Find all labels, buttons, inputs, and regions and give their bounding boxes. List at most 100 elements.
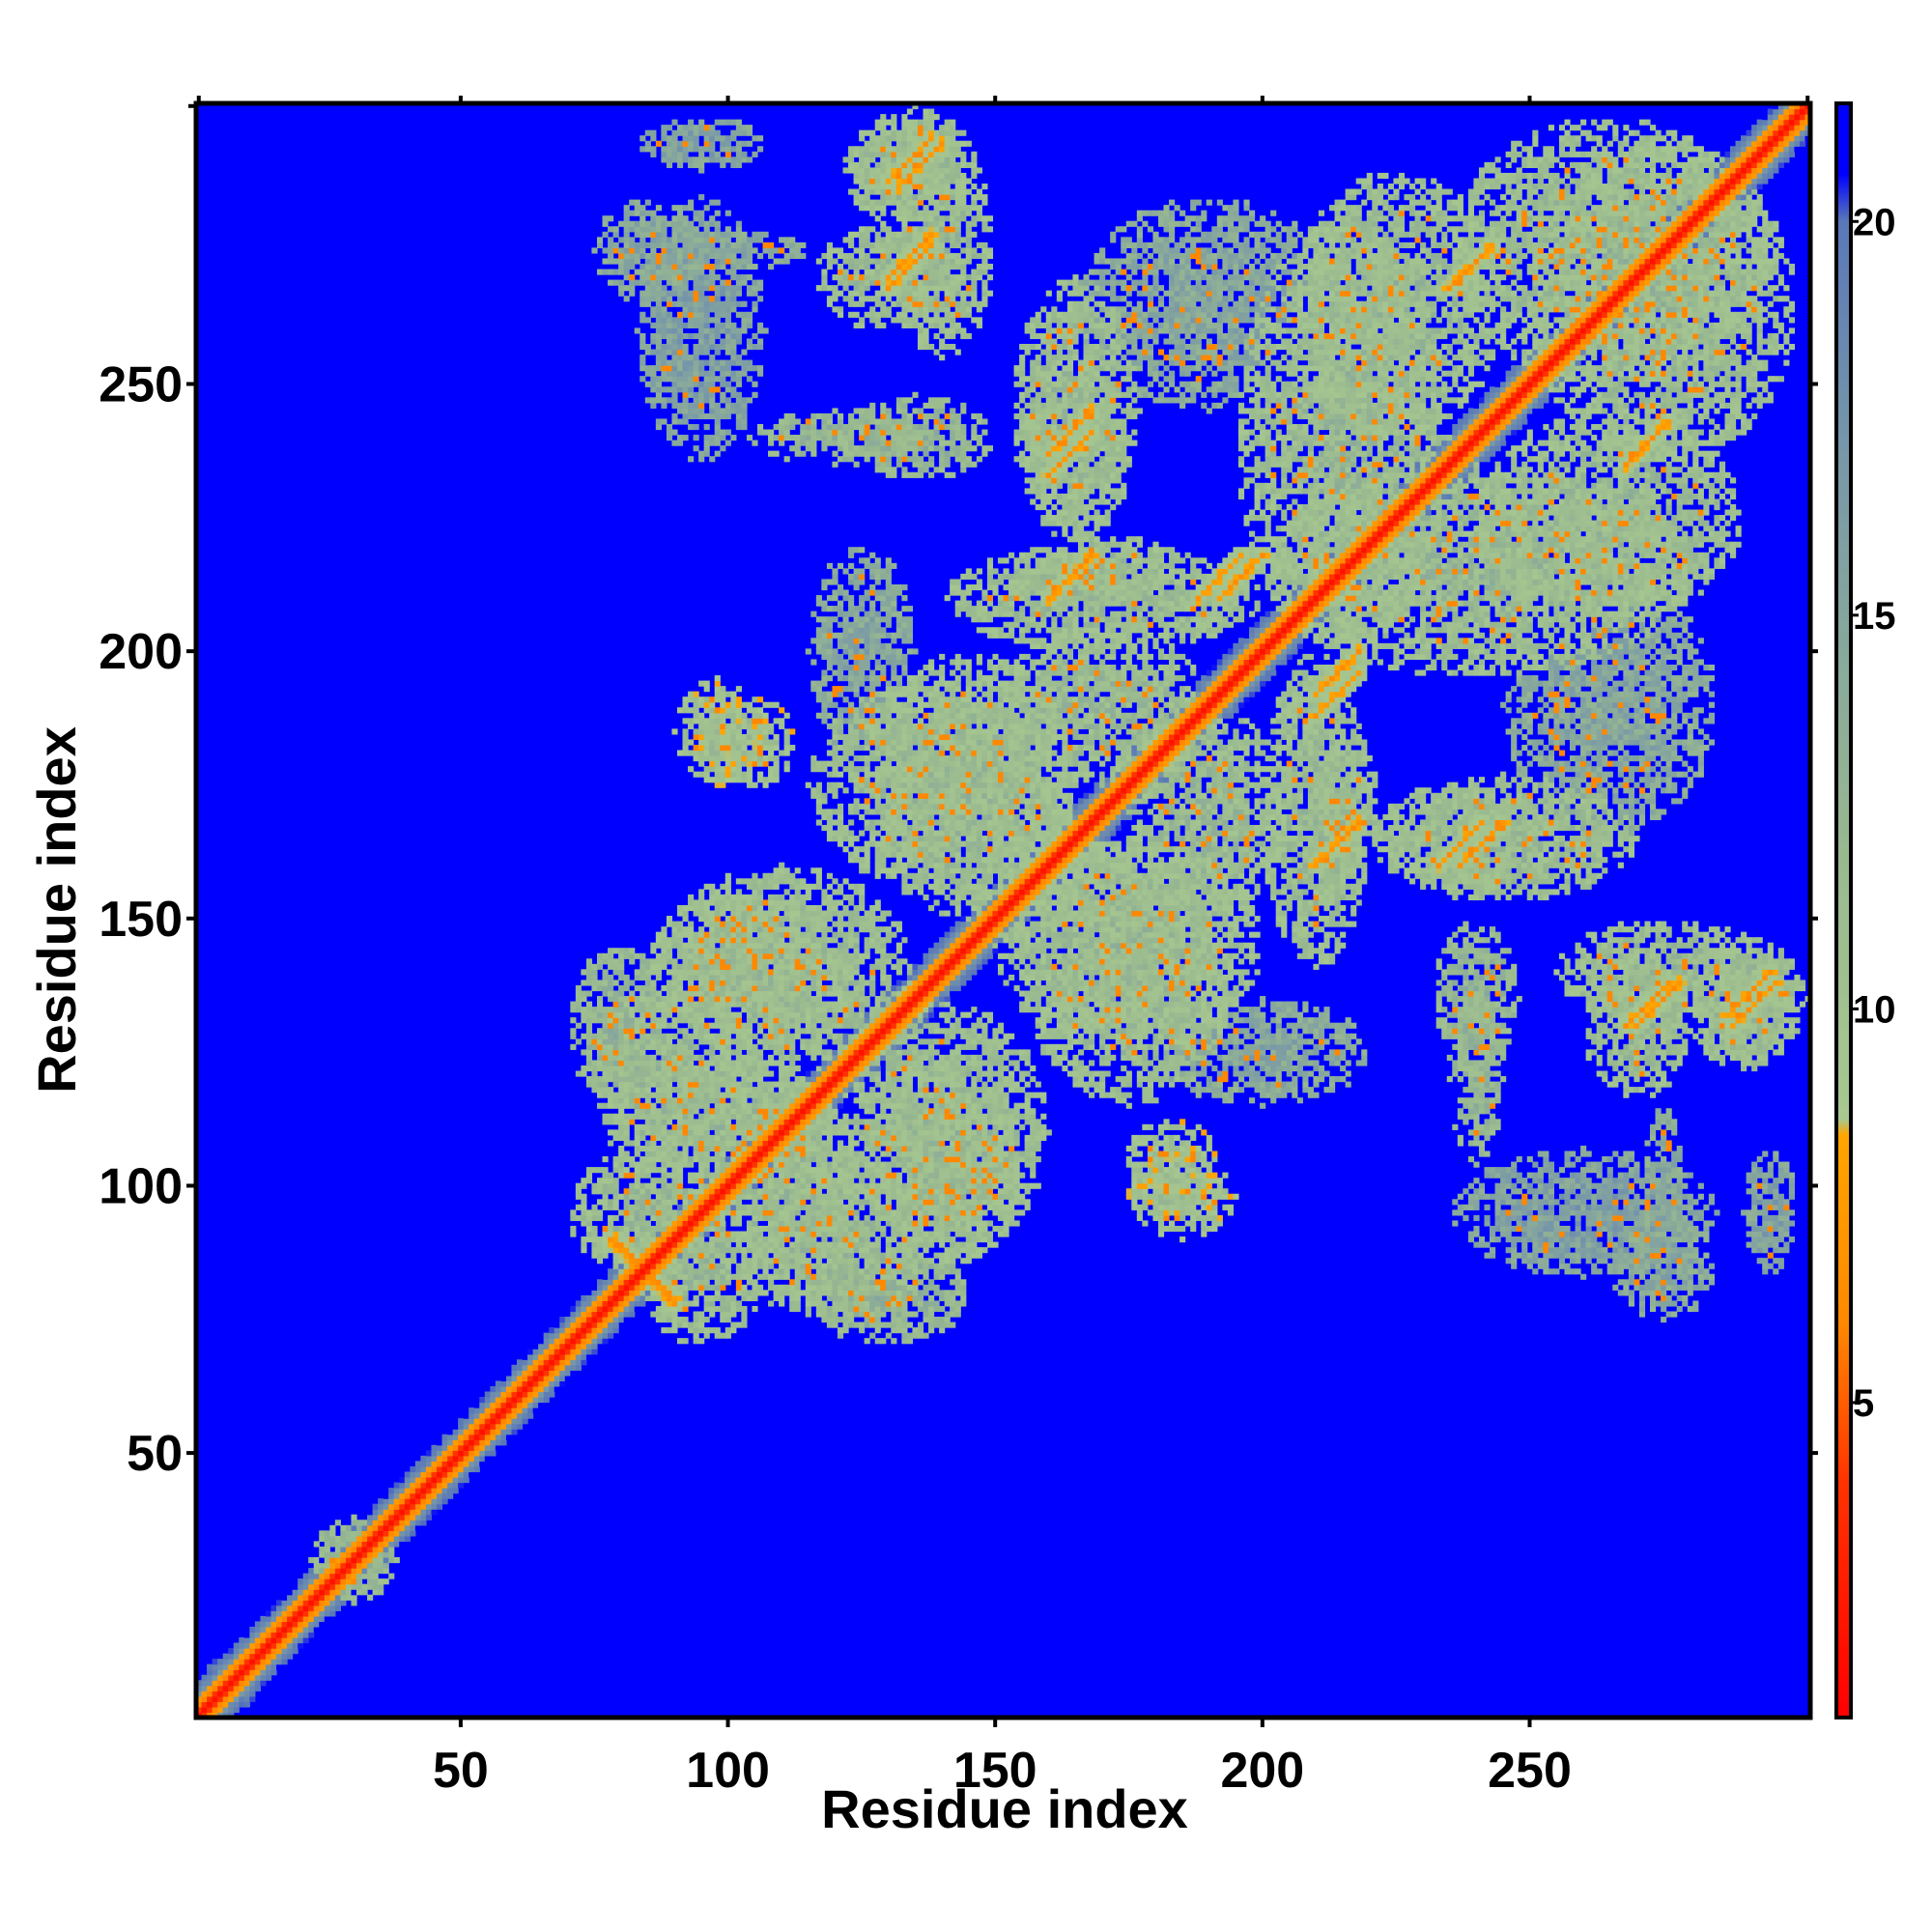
heatmap-cell: [821, 1178, 828, 1184]
heatmap-cell: [655, 1204, 662, 1210]
heatmap-cell: [869, 1151, 876, 1157]
heatmap-cell: [880, 1268, 887, 1275]
heatmap-cell: [431, 1488, 438, 1494]
heatmap-cell: [420, 1471, 427, 1478]
heatmap-cell: [724, 1231, 731, 1237]
heatmap-cell: [666, 1209, 673, 1216]
heatmap-cell: [768, 1300, 775, 1307]
heatmap-cell: [826, 1129, 834, 1136]
heatmap-cell: [741, 1140, 748, 1147]
heatmap-cell: [794, 1268, 801, 1275]
heatmap-cell: [768, 1167, 775, 1174]
heatmap-cell: [1655, 1231, 1662, 1237]
heatmap-cell: [1671, 1252, 1678, 1259]
heatmap-cell: [837, 1178, 844, 1184]
heatmap-cell: [1612, 1252, 1619, 1259]
heatmap-cell: [644, 1108, 651, 1115]
heatmap-cell: [1741, 1209, 1747, 1216]
heatmap-cell: [1617, 1209, 1624, 1216]
heatmap-cell: [1612, 1220, 1619, 1227]
heatmap-cell: [928, 1161, 935, 1168]
heatmap-cell: [549, 1353, 555, 1360]
heatmap-cell: [688, 1178, 695, 1184]
heatmap-cell: [1777, 1209, 1784, 1216]
heatmap-cell: [752, 1214, 758, 1222]
heatmap-cell: [1163, 1204, 1170, 1210]
heatmap-cell: [676, 1317, 684, 1323]
heatmap-cell: [1661, 1258, 1667, 1264]
heatmap-cell: [351, 1568, 357, 1575]
heatmap-cell: [260, 1621, 267, 1628]
heatmap-cell: [1697, 1231, 1704, 1237]
heatmap-cell: [698, 1129, 705, 1136]
heatmap-cell: [334, 1551, 341, 1558]
heatmap-cell: [399, 1524, 406, 1531]
heatmap-cell: [923, 1214, 929, 1222]
heatmap-cell: [826, 1263, 834, 1269]
heatmap-cell: [1606, 1268, 1613, 1275]
heatmap-cell: [779, 1263, 785, 1269]
heatmap-cell: [623, 1258, 630, 1264]
heatmap-cell: [859, 1220, 866, 1227]
heatmap-cell: [469, 1450, 475, 1457]
heatmap-cell: [720, 1252, 726, 1259]
heatmap-cell: [735, 1193, 742, 1200]
heatmap-cell: [1169, 1167, 1176, 1174]
heatmap-cell: [917, 1220, 924, 1227]
heatmap-cell: [741, 1151, 748, 1157]
heatmap-cell: [1591, 1214, 1598, 1222]
heatmap-cell: [832, 1231, 838, 1237]
heatmap-cell: [351, 1594, 357, 1601]
heatmap-cell: [928, 1193, 935, 1200]
heatmap-cell: [933, 1140, 940, 1147]
heatmap-cell: [768, 1145, 775, 1152]
heatmap-cell: [463, 1434, 469, 1440]
heatmap-cell: [458, 1434, 465, 1440]
heatmap-cell: [612, 1119, 619, 1125]
heatmap-cell: [500, 1418, 507, 1425]
heatmap-cell: [944, 1193, 951, 1200]
heatmap-cell: [1606, 1188, 1613, 1195]
heatmap-cell: [265, 1626, 272, 1634]
heatmap-cell: [1767, 1161, 1774, 1168]
heatmap-cell: [1452, 1123, 1459, 1130]
heatmap-cell: [885, 1214, 892, 1222]
heatmap-cell: [693, 1279, 699, 1286]
heatmap-cell: [1580, 1273, 1587, 1280]
heatmap-cell: [752, 1188, 758, 1195]
heatmap-cell: [853, 1129, 860, 1136]
heatmap-cell: [441, 1461, 448, 1467]
heatmap-cell: [527, 1375, 534, 1382]
heatmap-cell: [1612, 1204, 1619, 1210]
heatmap-cell: [1585, 1241, 1592, 1248]
heatmap-cell: [383, 1514, 389, 1520]
heatmap-cell: [1591, 1199, 1598, 1206]
heatmap-cell: [783, 1214, 790, 1222]
heatmap-cell: [724, 1123, 731, 1130]
heatmap-cell: [826, 1108, 834, 1115]
heatmap-cell: [612, 1247, 619, 1254]
heatmap-cell: [741, 1321, 748, 1328]
heatmap-cell: [1516, 1204, 1522, 1210]
heatmap-cell: [805, 1273, 811, 1280]
heatmap-cell: [682, 1321, 689, 1328]
heatmap-cell: [1201, 1225, 1208, 1233]
heatmap-cell: [789, 1294, 796, 1302]
heatmap-cell: [933, 1129, 940, 1136]
heatmap-cell: [661, 1220, 668, 1227]
heatmap-cell: [703, 1209, 710, 1216]
heatmap-cell: [821, 1167, 828, 1174]
heatmap-cell: [404, 1503, 411, 1510]
heatmap-cell: [826, 1172, 834, 1179]
heatmap-cell: [917, 1279, 924, 1286]
heatmap-cell: [981, 1145, 988, 1152]
heatmap-cell: [714, 1252, 721, 1259]
heatmap-cell: [826, 1161, 834, 1168]
heatmap-cell: [880, 1134, 887, 1142]
heatmap-cell: [730, 1167, 737, 1174]
heatmap-cell: [1152, 1172, 1159, 1179]
heatmap-cell: [848, 1317, 855, 1323]
heatmap-cell: [239, 1637, 245, 1644]
heatmap-cell: [623, 1317, 630, 1323]
